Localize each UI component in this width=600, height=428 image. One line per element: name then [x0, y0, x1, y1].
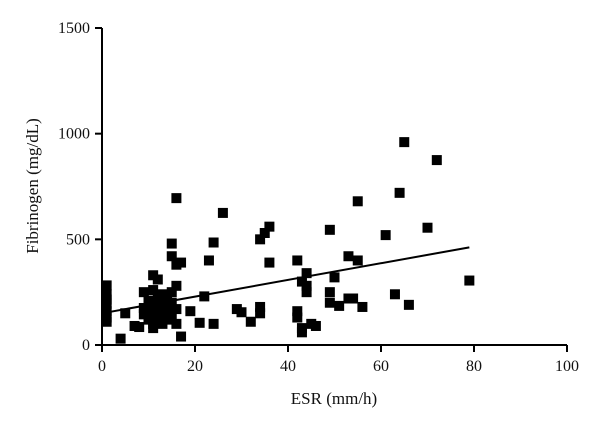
data-point [157, 289, 168, 300]
data-point [171, 193, 182, 204]
data-point [301, 287, 312, 298]
y-tick-label: 500 [66, 231, 90, 248]
data-point [464, 275, 475, 286]
data-point [264, 221, 275, 232]
data-point [203, 255, 214, 266]
data-point [217, 207, 228, 218]
data-point [310, 320, 321, 331]
data-point [334, 300, 345, 311]
data-point [166, 238, 177, 249]
data-point [101, 289, 112, 300]
x-tick-label: 20 [187, 358, 203, 375]
trendline-layer [101, 246, 470, 315]
data-point [255, 234, 266, 245]
data-point [352, 255, 363, 266]
data-point [324, 287, 335, 298]
y-tick-label: 0 [82, 337, 90, 354]
data-point [120, 308, 131, 319]
data-point [245, 316, 256, 327]
data-point [101, 298, 112, 309]
data-point [389, 289, 400, 300]
data-point [292, 312, 303, 323]
x-tick-label: 80 [466, 358, 482, 375]
data-point [194, 317, 205, 328]
data-point [199, 291, 210, 302]
data-point [152, 274, 163, 285]
data-point [148, 285, 159, 296]
data-point [343, 251, 354, 262]
data-point [166, 297, 177, 308]
data-point [380, 230, 391, 241]
data-point [329, 272, 340, 283]
data-point [171, 280, 182, 291]
data-point [208, 237, 219, 248]
data-point [176, 257, 187, 268]
data-point [431, 155, 442, 166]
data-point [208, 318, 219, 329]
data-point [422, 222, 433, 233]
data-point [236, 307, 247, 318]
y-axis-title: Fibrinogen (mg/dL) [23, 118, 42, 254]
data-point [301, 268, 312, 279]
data-point [259, 227, 270, 238]
data-point [301, 280, 312, 291]
x-tick-label: 0 [98, 358, 106, 375]
data-point [185, 306, 196, 317]
data-point [255, 308, 266, 319]
data-point [166, 251, 177, 262]
y-tick-label: 1500 [58, 20, 90, 37]
data-point [264, 257, 275, 268]
data-point [138, 287, 149, 298]
data-point [292, 255, 303, 266]
data-point [394, 187, 405, 198]
x-tick-label: 100 [555, 358, 579, 375]
data-point [101, 316, 112, 327]
x-tick-label: 60 [373, 358, 389, 375]
data-point [115, 333, 126, 344]
data-point [255, 301, 266, 312]
data-point [101, 280, 112, 291]
x-tick-label: 40 [280, 358, 296, 375]
data-point [166, 287, 177, 298]
data-point [171, 318, 182, 329]
data-point [171, 304, 182, 315]
data-point [357, 301, 368, 312]
data-point [143, 305, 154, 316]
data-point [148, 323, 159, 334]
data-point [403, 299, 414, 310]
data-point [292, 306, 303, 317]
data-point [101, 306, 112, 317]
data-points [101, 137, 475, 344]
data-point [296, 327, 307, 338]
data-point [348, 293, 359, 304]
data-point [176, 331, 187, 342]
x-axis-title: ESR (mm/h) [291, 389, 377, 408]
data-point [324, 297, 335, 308]
trendline [101, 246, 470, 315]
data-point [399, 137, 410, 148]
data-point [352, 196, 363, 207]
y-tick-label: 1000 [58, 126, 90, 143]
data-point [134, 322, 145, 333]
data-point [166, 310, 177, 321]
data-point [324, 224, 335, 235]
